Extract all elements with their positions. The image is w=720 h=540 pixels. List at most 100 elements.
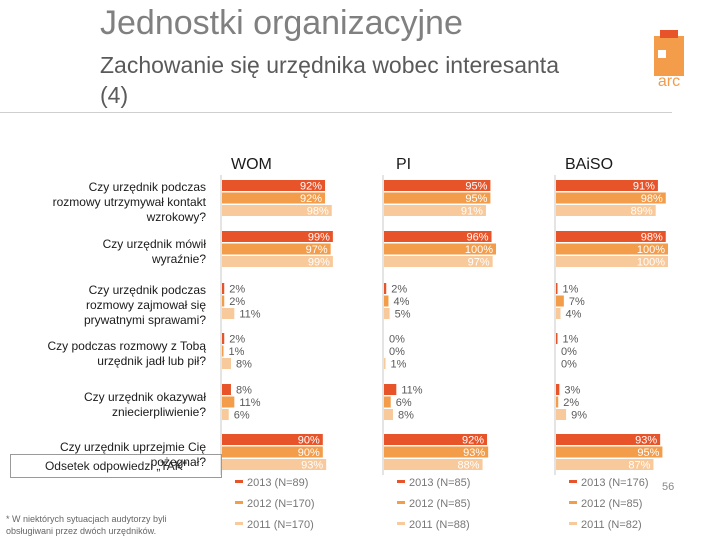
data-label: 87%: [628, 460, 650, 472]
bar-baiso-2012: [556, 295, 564, 307]
data-label: 92%: [462, 435, 484, 447]
category-label: Czy urzędnik podczas rozmowy utrzymywał k…: [53, 180, 207, 224]
lighthouse-icon: [654, 30, 684, 76]
bar-baiso-2013: [556, 283, 558, 294]
bar-wom-2011: [222, 205, 332, 216]
legend-label: 2011 (N=170): [247, 519, 314, 531]
bar-pi-2013: [384, 434, 488, 445]
data-label: 6%: [396, 397, 412, 409]
category-label: Czy urzędnik uprzejmie Cię pożegnał?: [60, 440, 206, 469]
bar-pi-2013: [384, 384, 397, 395]
data-label: 2%: [391, 284, 407, 296]
bar-wom-2011: [222, 358, 231, 369]
bar-baiso-2012: [556, 396, 559, 408]
legend-swatch: [397, 501, 405, 504]
logo-text: arc: [658, 73, 680, 90]
data-label: 99%: [308, 232, 330, 244]
panel-header-baiso: BAiSO: [565, 156, 614, 173]
bar-wom-2012: [222, 243, 331, 255]
bar-baiso-2011: [556, 459, 654, 470]
bar-wom-2013: [222, 384, 231, 395]
bar-wom-2012: [222, 345, 224, 357]
bar-baiso-2011: [556, 308, 561, 319]
legend-label: 2012 (N=85): [581, 498, 642, 510]
category-label: Czy urzędnik okazywał zniecierpliwienie?: [84, 390, 206, 419]
bar-wom-2013: [222, 434, 323, 445]
bar-baiso-2013: [556, 333, 558, 344]
legend-label: 2012 (N=170): [247, 498, 315, 510]
legend-label: 2011 (N=88): [409, 519, 470, 531]
panel-header-wom: WOM: [231, 156, 272, 173]
data-label: 1%: [563, 284, 579, 296]
legend-swatch: [569, 501, 577, 504]
data-label: 0%: [561, 346, 577, 358]
data-label: 2%: [229, 296, 245, 308]
bar-baiso-2012: [556, 192, 666, 204]
data-label: 2%: [229, 284, 245, 296]
bar-wom-2011: [222, 256, 333, 267]
legend-swatch: [569, 480, 577, 483]
legend-swatch: [235, 501, 243, 504]
data-label: 100%: [637, 257, 665, 269]
data-label: 8%: [236, 385, 252, 397]
bar-baiso-2013: [556, 180, 658, 191]
data-label: 8%: [236, 359, 252, 371]
bar-wom-2012: [222, 295, 225, 307]
data-label: 11%: [239, 397, 260, 409]
bar-wom-2012: [222, 446, 323, 458]
data-label: 92%: [300, 193, 322, 205]
data-label: 0%: [389, 346, 405, 358]
bar-baiso-2012: [556, 446, 663, 458]
bar-pi-2011: [384, 409, 393, 420]
bar-pi-2011: [384, 459, 483, 470]
footnote: * W niektórych sytuacjach audytorzy byli…: [6, 514, 167, 536]
data-label: 1%: [563, 334, 579, 346]
legend-box-note: Odsetek odpowiedzi „TAK": [10, 454, 222, 478]
bar-chart: Czy urzędnik podczas rozmowy utrzymywał k…: [47, 175, 668, 531]
bar-pi-2013: [384, 180, 491, 191]
bar-pi-2012: [384, 446, 489, 458]
legend-label: 2013 (N=85): [409, 477, 470, 489]
bar-baiso-2011: [556, 205, 656, 216]
data-label: 92%: [300, 181, 322, 193]
data-label: 90%: [298, 435, 320, 447]
data-label: 89%: [631, 206, 653, 218]
bar-pi-2012: [384, 396, 391, 408]
bar-wom-2011: [222, 459, 327, 470]
bar-wom-2012: [222, 192, 326, 204]
bar-pi-2012: [384, 243, 496, 255]
bar-baiso-2011: [556, 409, 567, 420]
data-label: 99%: [308, 257, 330, 269]
category-label: Czy urzędnik podczas rozmowy zajmował się…: [84, 283, 206, 327]
bar-pi-2011: [384, 256, 493, 267]
data-label: 93%: [301, 460, 323, 472]
page-title: Jednostki organizacyjne: [100, 4, 463, 42]
data-label: 4%: [393, 296, 409, 308]
data-label: 11%: [401, 385, 422, 397]
data-label: 1%: [391, 359, 407, 371]
data-label: 7%: [569, 296, 585, 308]
bar-baiso-2013: [556, 384, 560, 395]
bar-baiso-2013: [556, 434, 661, 445]
bar-pi-2013: [384, 231, 492, 242]
bar-wom-2013: [222, 283, 225, 294]
data-label: 0%: [561, 359, 577, 371]
data-label: 11%: [239, 309, 260, 321]
bar-wom-2012: [222, 396, 235, 408]
data-label: 95%: [637, 447, 659, 459]
legend-swatch: [397, 480, 405, 483]
data-label: 1%: [229, 346, 245, 358]
bar-baiso-2011: [556, 256, 668, 267]
bar-pi-2011: [384, 205, 486, 216]
bar-pi-2011: [384, 308, 390, 319]
data-label: 3%: [564, 385, 580, 397]
data-label: 93%: [463, 447, 485, 459]
data-label: 6%: [234, 410, 250, 422]
legend-swatch: [569, 522, 577, 525]
page-subtitle: Zachowanie się urzędnika wobec interesan…: [100, 52, 559, 108]
bar-wom-2013: [222, 180, 326, 191]
data-label: 100%: [465, 244, 493, 256]
data-label: 2%: [229, 334, 245, 346]
bar-baiso-2013: [556, 231, 666, 242]
data-label: 0%: [389, 334, 405, 346]
